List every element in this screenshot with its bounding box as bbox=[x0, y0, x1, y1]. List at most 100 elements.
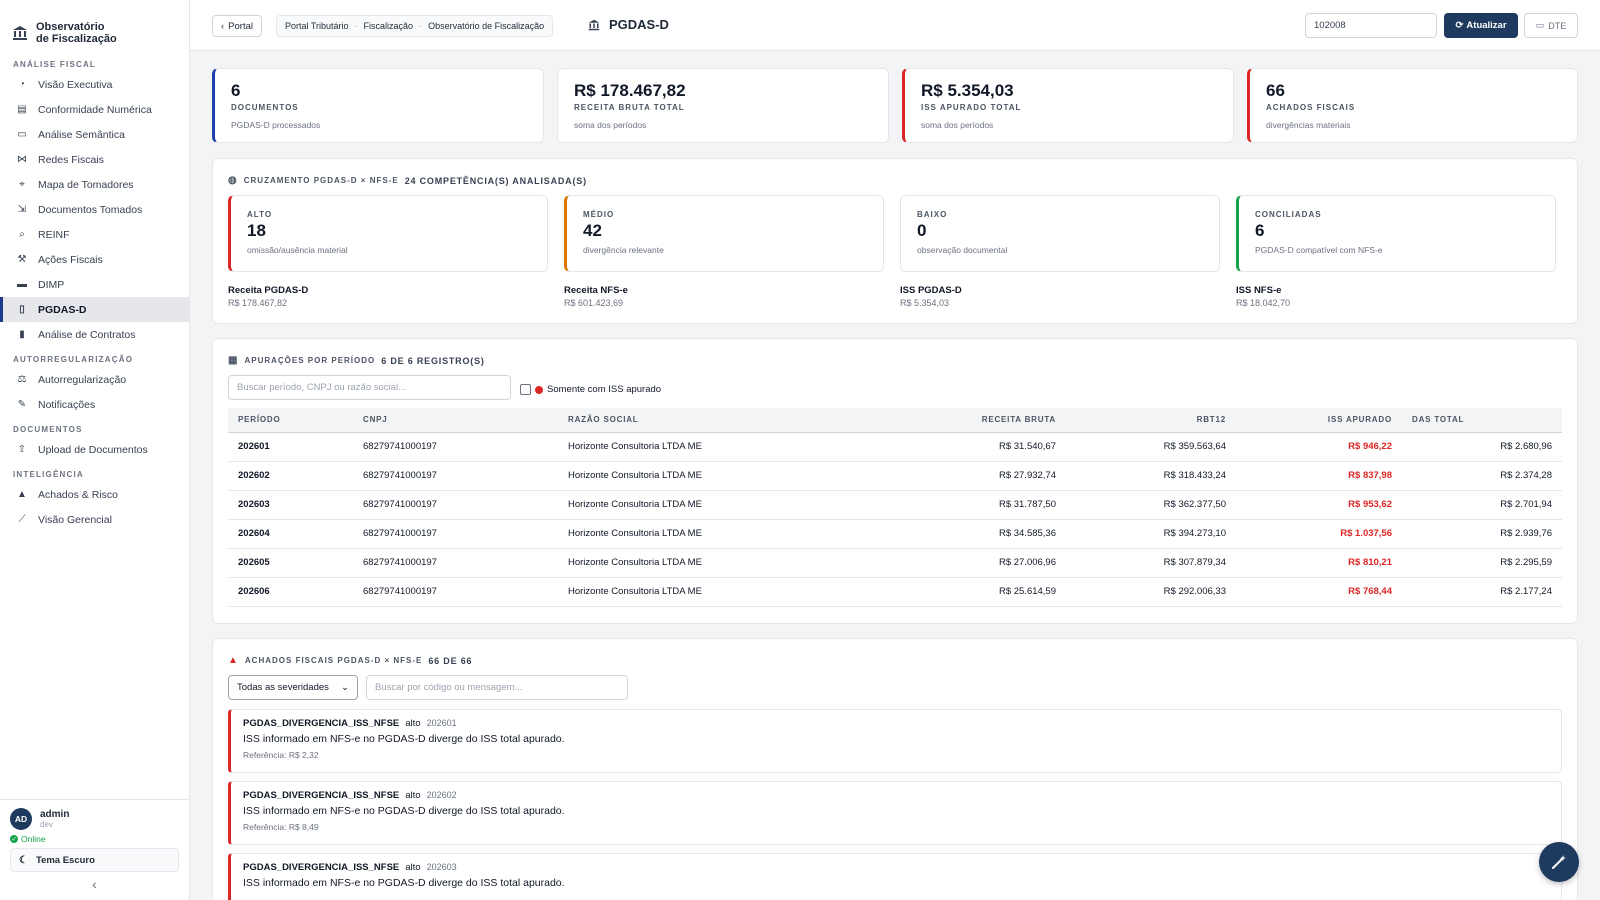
cell-iss-apurado: R$ 768,44 bbox=[1236, 577, 1402, 607]
sidebar-item-visao-executiva[interactable]: ◔ Visão Executiva bbox=[0, 72, 189, 97]
table-row[interactable]: 202601 68279741000197 Horizonte Consultori… bbox=[228, 432, 1562, 462]
checkbox[interactable] bbox=[520, 384, 531, 395]
sidebar-item-acoes-fiscais[interactable]: ⚒ Ações Fiscais bbox=[0, 247, 189, 272]
refresh-icon: ⟳ bbox=[1455, 20, 1464, 31]
cell-iss-apurado: R$ 810,21 bbox=[1236, 548, 1402, 578]
back-portal-button[interactable]: ‹ Portal bbox=[212, 15, 262, 37]
finding-card[interactable]: PGDAS_DIVERGENCIA_ISS_NFSE alto 202601 I… bbox=[228, 709, 1562, 773]
period-search-input[interactable]: Buscar período, CNPJ ou razão social... bbox=[228, 375, 511, 400]
col-iss-apurado[interactable]: ISS APURADO bbox=[1236, 408, 1402, 433]
cell-cnpj: 68279741000197 bbox=[353, 490, 558, 520]
finding-severity: alto bbox=[405, 790, 421, 801]
sidebar-item-conformidade-numerica[interactable]: ▤ Conformidade Numérica bbox=[0, 97, 189, 122]
user-name: admin bbox=[40, 809, 70, 820]
brand[interactable]: Observatório de Fiscalização bbox=[0, 0, 189, 52]
cell-iss-apurado: R$ 1.037,56 bbox=[1236, 519, 1402, 549]
upload-icon: ⇧ bbox=[17, 443, 27, 455]
table-row[interactable]: 202602 68279741000197 Horizonte Consultori… bbox=[228, 461, 1562, 491]
sidebar-item-analise-de-contratos[interactable]: ▮ Análise de Contratos bbox=[0, 322, 189, 347]
iss-filter-checkbox[interactable]: Somente com ISS apurado bbox=[520, 384, 661, 395]
sidebar-footer: AD admin dev ✓ Online ☾ Tema Escuro ‹ bbox=[0, 799, 189, 900]
finding-message: ISS informado em NFS-e no PGDAS-D diverg… bbox=[243, 877, 565, 889]
sidebar-item-dimp[interactable]: ▬ DIMP bbox=[0, 272, 189, 297]
sidebar-item-label: Autorregularização bbox=[38, 373, 127, 386]
sidebar-item-mapa-de-tomadores[interactable]: ⌖ Mapa de Tomadores bbox=[0, 172, 189, 197]
sidebar-item-analise-semantica[interactable]: ▭ Análise Semântica bbox=[0, 122, 189, 147]
magic-wand-button[interactable] bbox=[1539, 842, 1579, 882]
severity-card-conciliadas[interactable]: CONCILIADAS 6 PGDAS-D compatível com NFS… bbox=[1236, 195, 1556, 272]
cell-receita-bruta: R$ 34.585,36 bbox=[896, 519, 1066, 549]
findings-panel: ▲ ACHADOS FISCAIS PGDAS-D × NFS-E 66 DE … bbox=[212, 638, 1578, 900]
nav-section-title: INTELIGÊNCIA bbox=[13, 470, 84, 479]
col-receita-bruta[interactable]: RECEITA BRUTA bbox=[896, 408, 1066, 433]
cell-das-total: R$ 2.701,94 bbox=[1402, 490, 1562, 520]
col-rbt12[interactable]: RBT12 bbox=[1066, 408, 1236, 433]
col-periodo[interactable]: PERÍODO bbox=[228, 408, 353, 433]
user-profile[interactable]: AD admin dev bbox=[10, 808, 179, 830]
sidebar-item-label: Documentos Tomados bbox=[38, 203, 143, 216]
table-header-row: PERÍODO CNPJ RAZÃO SOCIAL RECEITA BRUTA … bbox=[228, 408, 1562, 433]
nav-section-title: ANÁLISE FISCAL bbox=[13, 60, 97, 69]
severity-card-baixo[interactable]: BAIXO 0 observação documental bbox=[900, 195, 1220, 272]
sidebar-item-label: Upload de Documentos bbox=[38, 443, 148, 456]
finding-search-input[interactable]: Buscar por código ou mensagem... bbox=[366, 675, 628, 700]
file-import-icon: ⇲ bbox=[17, 203, 27, 215]
id-card-icon: ▭ bbox=[17, 128, 27, 140]
user-role: dev bbox=[40, 820, 53, 829]
periods-header: ▦ APURAÇÕES POR PERÍODO 6 DE 6 REGISTRO(… bbox=[228, 355, 485, 366]
finding-card[interactable]: PGDAS_DIVERGENCIA_ISS_NFSE alto 202603 I… bbox=[228, 853, 1562, 900]
sidebar-item-notificacoes[interactable]: ✎ Notificações bbox=[0, 392, 189, 417]
dte-button[interactable]: ▭ DTE bbox=[1524, 13, 1578, 38]
sidebar-item-reinf[interactable]: ⌕ REINF bbox=[0, 222, 189, 247]
sidebar-item-label: Conformidade Numérica bbox=[38, 103, 152, 116]
finding-message: ISS informado em NFS-e no PGDAS-D diverg… bbox=[243, 733, 565, 745]
cell-iss-apurado: R$ 837,98 bbox=[1236, 461, 1402, 491]
cell-das-total: R$ 2.177,24 bbox=[1402, 577, 1562, 607]
cell-periodo: 202605 bbox=[228, 548, 353, 578]
sidebar-item-achados-risco[interactable]: ▲ Achados & Risco bbox=[0, 482, 189, 507]
collapse-sidebar-icon[interactable]: ‹ bbox=[92, 876, 97, 892]
finding-message: ISS informado em NFS-e no PGDAS-D diverg… bbox=[243, 805, 565, 817]
breadcrumb-item[interactable]: Portal Tributário bbox=[285, 21, 349, 31]
breadcrumb-item[interactable]: Fiscalização bbox=[363, 21, 414, 31]
file-icon: ▯ bbox=[19, 303, 25, 315]
document-id-input[interactable] bbox=[1305, 13, 1437, 38]
sidebar-item-documentos-tomados[interactable]: ⇲ Documentos Tomados bbox=[0, 197, 189, 222]
chart-line-icon: ⟋ bbox=[18, 513, 26, 525]
findings-header: ▲ ACHADOS FISCAIS PGDAS-D × NFS-E 66 DE … bbox=[228, 655, 473, 666]
col-razao-social[interactable]: RAZÃO SOCIAL bbox=[558, 408, 896, 433]
gauge-icon: ◔ bbox=[18, 78, 26, 90]
cell-das-total: R$ 2.295,59 bbox=[1402, 548, 1562, 578]
finding-severity: alto bbox=[405, 862, 421, 873]
check-circle-icon: ✓ bbox=[10, 835, 18, 843]
sidebar-item-pgdas-d[interactable]: ▯ PGDAS-D bbox=[0, 297, 189, 322]
severity-card-medio[interactable]: MÉDIO 42 divergência relevante bbox=[564, 195, 884, 272]
sidebar-item-redes-fiscais[interactable]: ⋈ Redes Fiscais bbox=[0, 147, 189, 172]
table-row[interactable]: 202606 68279741000197 Horizonte Consultori… bbox=[228, 577, 1562, 607]
finding-card[interactable]: PGDAS_DIVERGENCIA_ISS_NFSE alto 202602 I… bbox=[228, 781, 1562, 845]
file-contract-icon: ▮ bbox=[19, 328, 25, 340]
total-receita-nfse: Receita NFS-e R$ 601.423,69 bbox=[564, 285, 628, 308]
severity-card-alto[interactable]: ALTO 18 omissão/ausência material bbox=[228, 195, 548, 272]
cell-rbt12: R$ 292.006,33 bbox=[1066, 577, 1236, 607]
sidebar-item-visao-gerencial[interactable]: ⟋ Visão Gerencial bbox=[0, 507, 189, 532]
map-icon: ⌖ bbox=[19, 178, 25, 190]
finding-reference: Referência: R$ 2,32 bbox=[243, 750, 319, 760]
cell-cnpj: 68279741000197 bbox=[353, 461, 558, 491]
table-row[interactable]: 202605 68279741000197 Horizonte Consultori… bbox=[228, 548, 1562, 578]
table-row[interactable]: 202604 68279741000197 Horizonte Consultori… bbox=[228, 519, 1562, 549]
col-cnpj[interactable]: CNPJ bbox=[353, 408, 558, 433]
cell-iss-apurado: R$ 953,62 bbox=[1236, 490, 1402, 520]
cell-periodo: 202604 bbox=[228, 519, 353, 549]
severity-select[interactable]: Todas as severidades ⌄ bbox=[228, 675, 358, 700]
cell-razao-social: Horizonte Consultoria LTDA ME bbox=[558, 519, 896, 549]
file-signature-icon: ✎ bbox=[17, 398, 27, 410]
sidebar-item-upload-de-documentos[interactable]: ⇧ Upload de Documentos bbox=[0, 437, 189, 462]
theme-toggle-button[interactable]: ☾ Tema Escuro bbox=[10, 848, 179, 872]
col-das-total[interactable]: DAS TOTAL bbox=[1402, 408, 1562, 433]
cell-rbt12: R$ 394.273,10 bbox=[1066, 519, 1236, 549]
breadcrumb-item[interactable]: Observatório de Fiscalização bbox=[428, 21, 545, 31]
refresh-button[interactable]: ⟳ Atualizar bbox=[1444, 13, 1518, 38]
table-row[interactable]: 202603 68279741000197 Horizonte Consultori… bbox=[228, 490, 1562, 520]
sidebar-item-autorregularizacao[interactable]: ⚖ Autorregularização bbox=[0, 367, 189, 392]
